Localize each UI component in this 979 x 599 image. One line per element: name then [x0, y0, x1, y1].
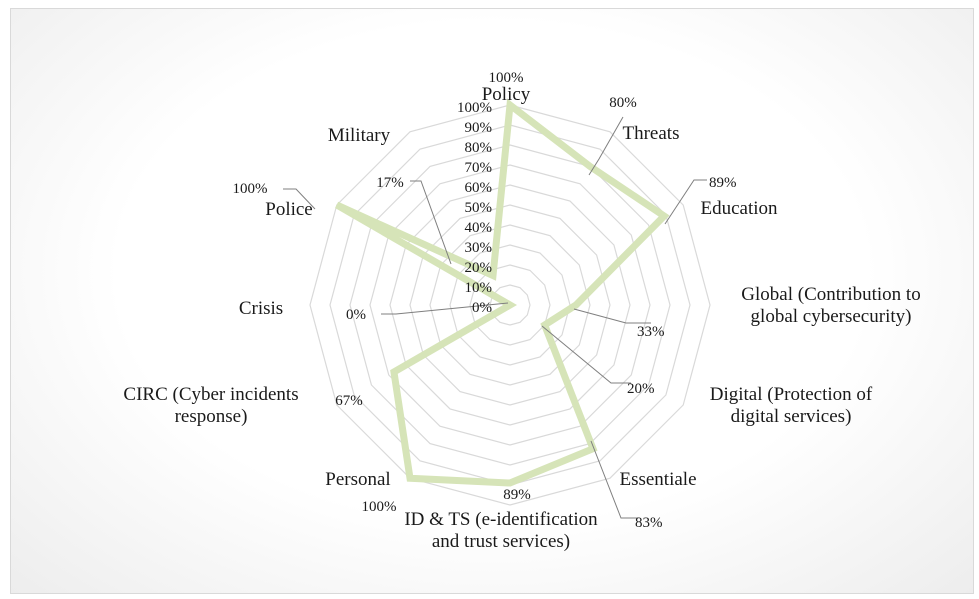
data-label: 100% [489, 70, 524, 86]
data-label: 20% [627, 381, 655, 397]
category-label: Personal [325, 469, 390, 490]
data-label-leader [283, 188, 316, 210]
data-label-leaders [283, 116, 707, 519]
chart-area: 0% 10% 20% 30% 40% 50% 60% 70% 80% 90% 100% Policy… [10, 8, 974, 594]
data-label: 89% [503, 487, 531, 503]
radial-tick-label: 10% [465, 280, 493, 296]
radial-tick-label: 90% [465, 120, 493, 136]
category-label: Police [265, 199, 313, 220]
category-label: Education [700, 198, 778, 219]
radial-tick-label: 70% [465, 160, 493, 176]
data-label-leader [588, 116, 624, 176]
category-label: ID & TS (e-identification and trust servi… [404, 509, 598, 552]
category-label: Essentiale [619, 469, 696, 490]
data-label: 33% [637, 324, 665, 340]
radial-tick-label: 100% [457, 100, 492, 116]
category-label: Policy [482, 84, 531, 105]
series [335, 98, 670, 487]
data-label: 67% [335, 393, 363, 409]
data-label-leader [381, 302, 509, 315]
data-label: 100% [233, 181, 268, 197]
data-label: 100% [362, 499, 397, 515]
radial-tick-label: 80% [465, 140, 493, 156]
radial-tick-label: 60% [465, 180, 493, 196]
data-label-leader [590, 440, 638, 519]
radial-tick-label: 40% [465, 220, 493, 236]
series-line [335, 98, 670, 487]
radar-chart: 0% 10% 20% 30% 40% 50% 60% 70% 80% 90% 100% Policy… [123, 70, 920, 552]
radial-tick-label: 0% [472, 300, 492, 316]
data-label-leader [573, 308, 651, 324]
category-label: Threats [623, 123, 680, 144]
category-label: Digital (Protection of digital services) [710, 384, 873, 427]
data-label: 80% [609, 95, 637, 111]
data-labels: 100% 80% 89% 33% 20% 83% 89% 100% 67% 0% 100% 17% [233, 70, 737, 531]
category-labels: Policy Threats Education Global (Contributi… [123, 84, 920, 552]
data-label: 89% [709, 175, 737, 191]
category-label: Military [328, 125, 391, 146]
category-label: Crisis [239, 298, 283, 319]
category-label: Global (Contribution to global cybersecur… [741, 284, 920, 327]
data-label: 17% [376, 175, 404, 191]
data-label-leader [541, 325, 631, 384]
data-label: 0% [346, 307, 366, 323]
radial-tick-labels: 0% 10% 20% 30% 40% 50% 60% 70% 80% 90% 100% [457, 100, 492, 316]
category-label: CIRC (Cyber incidents response) [123, 384, 298, 427]
radial-tick-label: 30% [465, 240, 493, 256]
data-label-leader [410, 180, 452, 265]
radial-tick-label: 50% [465, 200, 493, 216]
data-label-leader [664, 179, 707, 225]
radial-tick-label: 20% [465, 260, 493, 276]
data-label: 83% [635, 515, 663, 531]
